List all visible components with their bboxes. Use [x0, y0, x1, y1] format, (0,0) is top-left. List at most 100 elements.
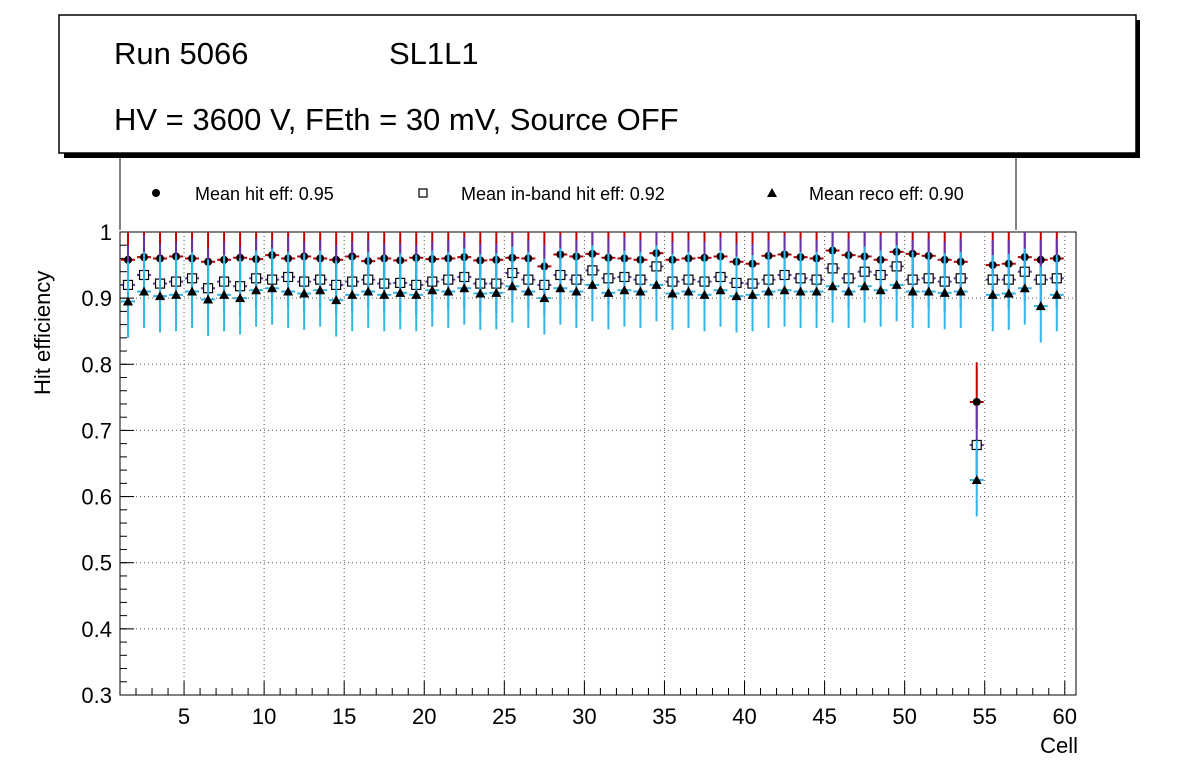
data-point-reco: [475, 288, 486, 298]
data-point-reco: [875, 285, 886, 295]
data-point-reco: [411, 289, 422, 299]
x-tick-label: 5: [178, 704, 190, 729]
data-point-reco: [171, 289, 182, 299]
data-point-reco: [811, 286, 822, 296]
data-point-reco: [923, 286, 934, 296]
data-point-reco: [747, 289, 758, 299]
data-point-reco: [907, 286, 918, 296]
data-point-reco: [651, 279, 662, 289]
data-point-reco: [891, 279, 902, 289]
data-point-reco: [699, 289, 710, 299]
data-point-reco: [795, 286, 806, 296]
x-tick-label: 45: [812, 704, 836, 729]
title-layer: SL1L1: [389, 36, 479, 71]
data-point-reco: [139, 286, 150, 296]
grid: [120, 232, 1076, 695]
x-tick-label: 10: [252, 704, 276, 729]
data-point-reco: [667, 288, 678, 298]
data-point-reco: [1051, 289, 1062, 299]
y-tick-label: 0.8: [81, 352, 112, 377]
data-point-reco: [459, 283, 470, 293]
data-point-reco: [203, 294, 214, 304]
y-tick-label: 0.5: [81, 551, 112, 576]
legend: Mean hit eff: 0.95 Mean in-band hit eff:…: [152, 184, 964, 204]
x-tick-label: 35: [652, 704, 676, 729]
data-point-reco: [155, 291, 166, 301]
x-axis-title: Cell: [1040, 733, 1078, 758]
data-point-reco: [763, 286, 774, 296]
data-point-reco: [955, 286, 966, 296]
series-3: [121, 245, 1064, 517]
legend-marker-reco: [767, 188, 777, 197]
data-point-reco: [283, 286, 294, 296]
data-point-reco: [395, 287, 406, 297]
axis-ticks: [120, 231, 1066, 696]
y-tick-label: 0.9: [81, 286, 112, 311]
x-tick-label: 60: [1053, 704, 1077, 729]
data-point-reco: [267, 283, 278, 293]
data-point-reco: [939, 287, 950, 297]
title-box: [58, 14, 1137, 154]
data-point-hit: [972, 397, 981, 406]
legend-marker-hit: [152, 189, 160, 197]
data-point-reco: [1019, 283, 1030, 293]
data-point-reco: [571, 286, 582, 296]
data-point-reco: [235, 293, 246, 303]
legend-box: [120, 158, 1016, 230]
data-point-reco: [315, 285, 326, 295]
data-point-reco: [523, 286, 534, 296]
data-point-reco: [491, 287, 502, 297]
data-point-reco: [1003, 288, 1014, 298]
data-point-reco: [779, 285, 790, 295]
data-point-reco: [507, 281, 518, 291]
data-point-reco: [715, 285, 726, 295]
data-point-reco: [635, 286, 646, 296]
x-tick-label: 20: [412, 704, 436, 729]
x-tick-label: 25: [492, 704, 516, 729]
data-point-reco: [539, 293, 550, 303]
data-point-reco: [731, 291, 742, 301]
title-run: Run 5066: [114, 36, 248, 71]
y-tick-labels: 0.3 0.4 0.5 0.6 0.7 0.8 0.9 1: [81, 220, 112, 708]
data-point-reco: [251, 285, 262, 295]
data-point-reco: [363, 286, 374, 296]
data-point-reco: [827, 281, 838, 291]
data-point-reco: [587, 279, 598, 289]
x-tick-label: 30: [572, 704, 596, 729]
x-tick-label: 40: [732, 704, 756, 729]
x-tick-labels: 5 10 15 20 25 30 35 40 45 50 55 60: [178, 704, 1077, 729]
y-tick-label: 1: [100, 220, 112, 245]
legend-label-reco: Mean reco eff: 0.90: [809, 184, 964, 204]
title-settings: HV = 3600 V, FEth = 30 mV, Source OFF: [114, 102, 679, 137]
data-point-reco: [859, 281, 870, 291]
data-point-reco: [299, 288, 310, 298]
data-point-reco: [603, 287, 614, 297]
data-point-reco: [555, 283, 566, 293]
legend-label-inband: Mean in-band hit eff: 0.92: [461, 184, 665, 204]
data-point-reco: [379, 289, 390, 299]
data-point-reco: [331, 295, 342, 305]
data-point-reco: [619, 285, 630, 295]
y-tick-label: 0.7: [81, 418, 112, 443]
data-point-reco: [683, 286, 694, 296]
x-tick-label: 50: [892, 704, 916, 729]
y-tick-label: 0.4: [81, 617, 112, 642]
data-points: [121, 232, 1064, 517]
data-point-reco: [219, 289, 230, 299]
y-tick-label: 0.6: [81, 485, 112, 510]
plot-frame: [119, 231, 1077, 696]
data-point-reco: [123, 296, 134, 306]
legend-label-hit: Mean hit eff: 0.95: [195, 184, 334, 204]
y-axis-title: Hit efficiency: [30, 271, 55, 395]
data-point-reco: [1035, 301, 1046, 311]
data-point-reco: [987, 289, 998, 299]
y-tick-label: 0.3: [81, 683, 112, 708]
data-point-reco: [443, 286, 454, 296]
data-point-reco: [427, 285, 438, 295]
data-point-reco: [187, 286, 198, 296]
x-tick-label: 15: [332, 704, 356, 729]
legend-marker-inband: [418, 188, 428, 198]
data-point-reco: [347, 289, 358, 299]
data-point-reco: [843, 286, 854, 296]
